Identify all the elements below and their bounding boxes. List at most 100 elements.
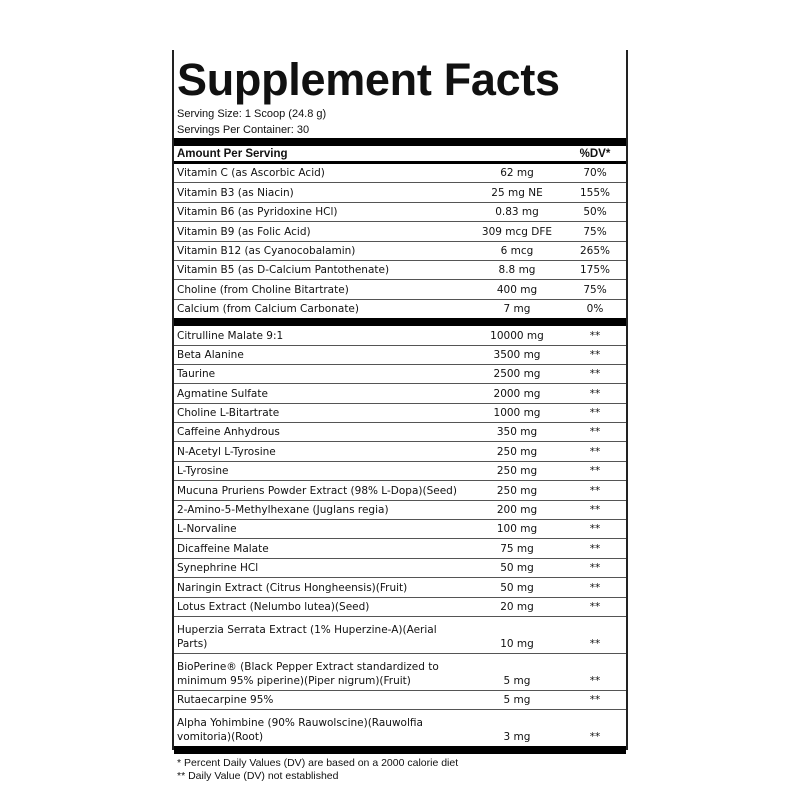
footnote: ** Daily Value (DV) not established bbox=[177, 770, 339, 783]
ingredient-name: Huperzia Serrata Extract (1% Huperzine-A… bbox=[177, 623, 437, 650]
amount-per-serving-header: Amount Per Serving bbox=[177, 148, 288, 160]
table-row: Rutaecarpine 95% 5 mg ** bbox=[174, 691, 626, 711]
ingredient-name: Synephrine HCl bbox=[177, 562, 259, 575]
footnote: * Percent Daily Values (DV) are based on… bbox=[177, 757, 459, 770]
amount: 10 mg bbox=[500, 637, 534, 650]
ingredient-name: Taurine bbox=[177, 368, 216, 381]
table-row: Calcium (from Calcium Carbonate) 7 mg 0% bbox=[174, 300, 626, 318]
daily-value: ** bbox=[589, 426, 601, 439]
table-row: Mucuna Pruriens Powder Extract (98% L-Do… bbox=[174, 481, 626, 501]
amount: 50 mg bbox=[500, 562, 534, 575]
ingredient-name: N-Acetyl L-Tyrosine bbox=[177, 445, 276, 458]
daily-value: 75% bbox=[583, 283, 607, 296]
daily-value: ** bbox=[589, 542, 601, 555]
daily-value: 265% bbox=[579, 244, 611, 257]
daily-value: ** bbox=[589, 731, 601, 744]
table-row: Dicaffeine Malate 75 mg ** bbox=[174, 539, 626, 559]
supplement-facts-label: Supplement Facts Serving Size: 1 Scoop (… bbox=[172, 50, 628, 782]
ingredient-name: Naringin Extract (Citrus Hongheensis)(Fr… bbox=[177, 581, 408, 594]
table-row: Caffeine Anhydrous 350 mg ** bbox=[174, 423, 626, 443]
ingredient-name: Vitamin B6 (as Pyridoxine HCl) bbox=[177, 206, 338, 219]
amount: 62 mg bbox=[500, 167, 534, 180]
amount: 309 mcg DFE bbox=[481, 225, 553, 238]
amount: 400 mg bbox=[496, 283, 538, 296]
amount: 10000 mg bbox=[490, 329, 544, 342]
ingredient-name: Vitamin C (as Ascorbic Acid) bbox=[177, 167, 325, 180]
table-row: Vitamin B3 (as Niacin) 25 mg NE 155% bbox=[174, 183, 626, 203]
daily-value: 50% bbox=[583, 206, 607, 219]
ingredient-name: Choline (from Choline Bitartrate) bbox=[177, 283, 349, 296]
table-row: Alpha Yohimbine (90% Rauwolscine)(Rauwol… bbox=[174, 710, 626, 746]
daily-value: ** bbox=[589, 674, 601, 687]
ingredient-name: Caffeine Anhydrous bbox=[177, 426, 280, 439]
daily-value: 0% bbox=[586, 303, 604, 316]
amount: 250 mg bbox=[496, 484, 538, 497]
daily-value: 155% bbox=[579, 186, 611, 199]
ingredient-rows: Citrulline Malate 9:1 10000 mg ** Beta Alan… bbox=[174, 326, 626, 746]
table-row: Synephrine HCl 50 mg ** bbox=[174, 559, 626, 579]
ingredient-name: BioPerine® (Black Pepper Extract standar… bbox=[177, 660, 439, 687]
ingredient-name: Citrulline Malate 9:1 bbox=[177, 329, 284, 342]
amount: 2000 mg bbox=[493, 387, 541, 400]
ingredient-name: Rutaecarpine 95% bbox=[177, 694, 274, 707]
divider-thick bbox=[174, 138, 626, 146]
ingredient-name: L-Norvaline bbox=[177, 523, 237, 536]
ingredient-name: Dicaffeine Malate bbox=[177, 542, 269, 555]
table-row: Taurine 2500 mg ** bbox=[174, 365, 626, 385]
table-row: Lotus Extract (Nelumbo lutea)(Seed) 20 mg… bbox=[174, 598, 626, 617]
vitamin-rows: Vitamin C (as Ascorbic Acid) 62 mg 70% Vita… bbox=[174, 164, 626, 318]
ingredient-name: Vitamin B12 (as Cyanocobalamin) bbox=[177, 244, 356, 257]
table-row: Choline L-Bitartrate 1000 mg ** bbox=[174, 404, 626, 424]
amount: 3500 mg bbox=[493, 348, 541, 361]
table-row: Vitamin C (as Ascorbic Acid) 62 mg 70% bbox=[174, 164, 626, 184]
daily-value: ** bbox=[589, 407, 601, 420]
amount: 2500 mg bbox=[493, 368, 541, 381]
daily-value: ** bbox=[589, 465, 601, 478]
amount: 3 mg bbox=[503, 731, 531, 744]
table-row: Vitamin B12 (as Cyanocobalamin) 6 mcg 265% bbox=[174, 242, 626, 261]
amount: 100 mg bbox=[496, 523, 538, 536]
amount: 250 mg bbox=[496, 445, 538, 458]
daily-value: ** bbox=[589, 445, 601, 458]
amount: 7 mg bbox=[503, 303, 531, 316]
table-row: 2-Amino-5-Methylhexane (Juglans regia) 20… bbox=[174, 501, 626, 521]
amount: 250 mg bbox=[496, 465, 538, 478]
table-row: N-Acetyl L-Tyrosine 250 mg ** bbox=[174, 442, 626, 462]
table-row: Choline (from Choline Bitartrate) 400 mg 7… bbox=[174, 280, 626, 300]
daily-value: ** bbox=[589, 523, 601, 536]
table-row: BioPerine® (Black Pepper Extract standar… bbox=[174, 654, 626, 691]
amount: 75 mg bbox=[500, 542, 534, 555]
amount: 50 mg bbox=[500, 581, 534, 594]
table-row: Naringin Extract (Citrus Hongheensis)(Fr… bbox=[174, 578, 626, 598]
dv-header: %DV* bbox=[579, 148, 611, 160]
ingredient-name: Agmatine Sulfate bbox=[177, 387, 268, 400]
daily-value: ** bbox=[589, 368, 601, 381]
daily-value: ** bbox=[589, 562, 601, 575]
ingredient-name: Mucuna Pruriens Powder Extract (98% L-Do… bbox=[177, 484, 457, 497]
daily-value: 175% bbox=[579, 264, 611, 277]
daily-value: ** bbox=[589, 637, 601, 650]
ingredient-name: 2-Amino-5-Methylhexane (Juglans regia) bbox=[177, 504, 389, 517]
table-row: Agmatine Sulfate 2000 mg ** bbox=[174, 384, 626, 404]
daily-value: ** bbox=[589, 504, 601, 517]
daily-value: ** bbox=[589, 694, 601, 707]
ingredient-name: Lotus Extract (Nelumbo lutea)(Seed) bbox=[177, 600, 370, 613]
table-header: Amount Per Serving %DV* bbox=[174, 146, 626, 164]
divider-thick bbox=[174, 318, 626, 327]
ingredient-name: Choline L-Bitartrate bbox=[177, 407, 280, 420]
amount: 25 mg NE bbox=[491, 186, 543, 199]
amount: 0.83 mg bbox=[495, 206, 539, 219]
daily-value: ** bbox=[589, 484, 601, 497]
servings-per-container: Servings Per Container: 30 bbox=[177, 124, 310, 136]
daily-value: ** bbox=[589, 600, 601, 613]
table-row: Huperzia Serrata Extract (1% Huperzine-A… bbox=[174, 617, 626, 654]
ingredient-name: Calcium (from Calcium Carbonate) bbox=[177, 303, 359, 316]
ingredient-name: L-Tyrosine bbox=[177, 465, 229, 478]
daily-value: ** bbox=[589, 581, 601, 594]
table-row: Citrulline Malate 9:1 10000 mg ** bbox=[174, 326, 626, 346]
table-row: Beta Alanine 3500 mg ** bbox=[174, 346, 626, 365]
amount: 5 mg bbox=[503, 694, 531, 707]
amount: 8.8 mg bbox=[498, 264, 536, 277]
ingredient-name: Vitamin B3 (as Niacin) bbox=[177, 186, 294, 199]
table-row: Vitamin B6 (as Pyridoxine HCl) 0.83 mg 50% bbox=[174, 203, 626, 223]
